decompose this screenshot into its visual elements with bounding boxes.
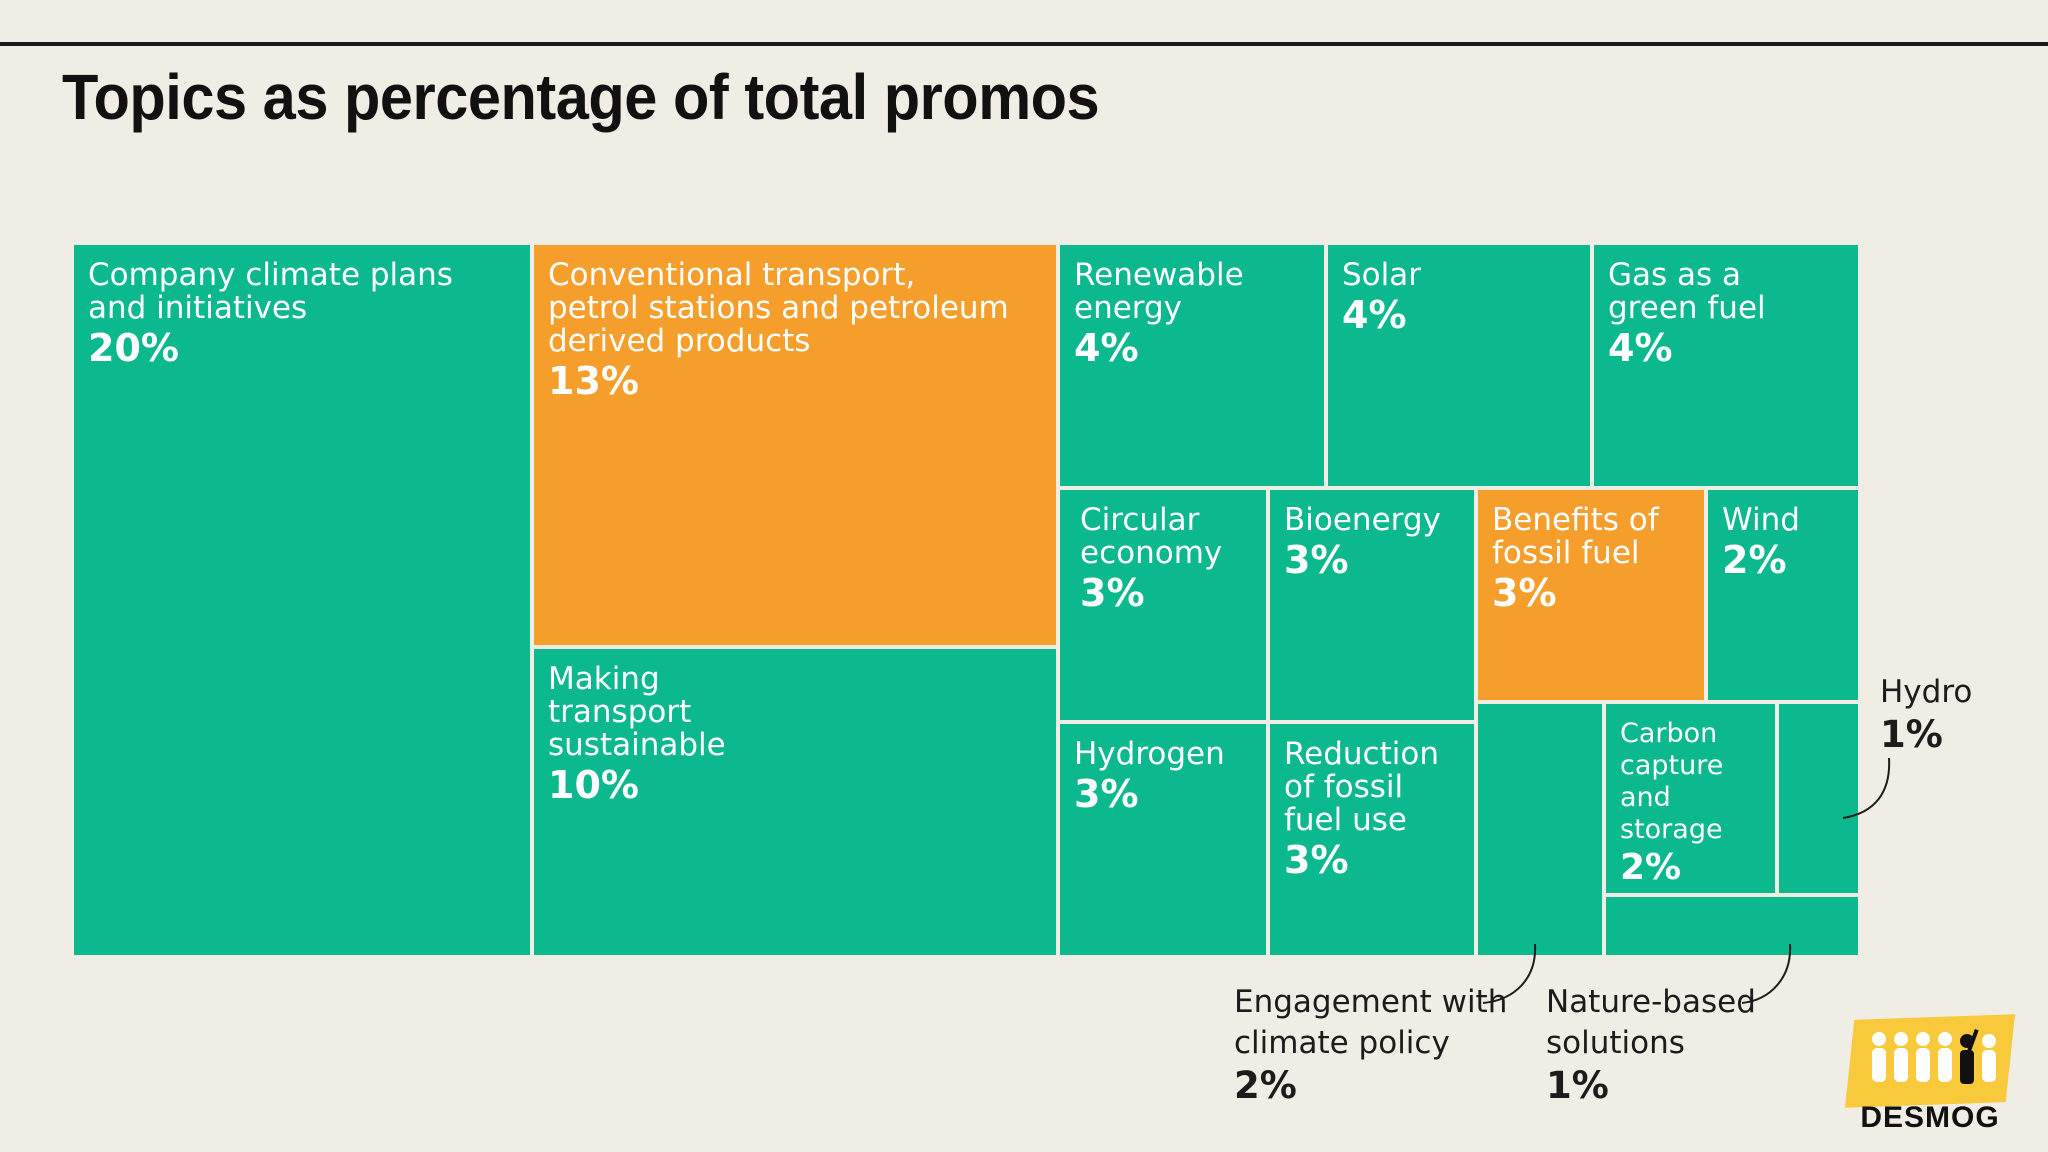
cell-label-text: Circular economy xyxy=(1080,502,1223,571)
callout-value: 1% xyxy=(1546,1064,1609,1107)
treemap-cell-renewable-energy: Renewable energy 4% xyxy=(1058,243,1326,488)
cell-label-text: Reduction of fossil fuel use xyxy=(1284,736,1439,838)
cell-label: Gas as a green fuel 4% xyxy=(1608,259,1848,371)
callout-label: Nature-based solutions xyxy=(1546,984,1756,1061)
chart-title: Topics as percentage of total promos xyxy=(62,61,1100,133)
cell-value: 3% xyxy=(1080,571,1145,615)
cell-label: Wind 2% xyxy=(1722,504,1848,583)
callout-value: 2% xyxy=(1234,1064,1297,1107)
cell-value: 2% xyxy=(1620,847,1682,888)
treemap-cell-hydro xyxy=(1777,702,1860,895)
treemap-cell-wind: Wind 2% xyxy=(1706,488,1860,702)
cell-label: Carbon capture and storage 2% xyxy=(1620,718,1765,890)
cell-value: 3% xyxy=(1074,772,1139,816)
treemap-cell-circular-economy: Circular economy 3% xyxy=(1058,488,1268,722)
treemap-cell-nature-based-solutions xyxy=(1604,895,1860,957)
cell-value: 4% xyxy=(1608,326,1673,370)
cell-label-text: Conventional transport, petrol stations a… xyxy=(548,257,1009,359)
cell-label-text: Solar xyxy=(1342,257,1421,293)
treemap-cell-hydrogen: Hydrogen 3% xyxy=(1058,722,1268,957)
cell-value: 20% xyxy=(88,326,179,370)
callout-engagement-with-climate-policy: Engagement with climate policy 2% xyxy=(1234,982,1507,1108)
cell-label-text: Gas as a green fuel xyxy=(1608,257,1766,326)
cell-label: Making transport sustainable 10% xyxy=(548,663,1046,808)
cell-value: 3% xyxy=(1284,538,1349,582)
treemap-cell-engagement-with-climate-policy xyxy=(1476,702,1604,957)
cell-label-text: Benefits of fossil fuel xyxy=(1492,502,1659,571)
callout-nature-based-solutions: Nature-based solutions 1% xyxy=(1546,982,1756,1108)
cell-label: Hydrogen 3% xyxy=(1074,738,1256,817)
cell-label-text: Carbon capture and storage xyxy=(1620,718,1724,845)
cell-label-text: Hydrogen xyxy=(1074,736,1225,772)
cell-label-text: Bioenergy xyxy=(1284,502,1441,538)
top-rule xyxy=(0,42,2048,46)
callout-label: Hydro xyxy=(1880,674,1973,710)
cell-label: Conventional transport, petrol stations a… xyxy=(548,259,1046,404)
treemap-cell-benefits-of-fossil-fuel: Benefits of fossil fuel 3% xyxy=(1476,488,1706,702)
cell-label-text: Making transport sustainable xyxy=(548,661,726,763)
treemap-cell-solar: Solar 4% xyxy=(1326,243,1592,488)
treemap-cell-conventional-transport-petrol-stations-and-petroleum-derived-products: Conventional transport, petrol stations a… xyxy=(532,243,1058,647)
callout-value: 1% xyxy=(1880,713,1943,756)
cell-value: 3% xyxy=(1492,571,1557,615)
cell-value: 10% xyxy=(548,763,639,807)
callout-hydro: Hydro 1% xyxy=(1880,672,1972,757)
cell-label: Renewable energy 4% xyxy=(1074,259,1314,371)
cell-value: 4% xyxy=(1074,326,1139,370)
cell-label: Solar 4% xyxy=(1342,259,1580,338)
treemap-cell-making-transport-sustainable: Making transport sustainable 10% xyxy=(532,647,1058,957)
cell-value: 2% xyxy=(1722,538,1787,582)
cell-value: 3% xyxy=(1284,838,1349,882)
cell-label-text: Company climate plans and initiatives xyxy=(88,257,453,326)
people-icon xyxy=(1872,1029,1996,1084)
treemap-cell-gas-as-a-green-fuel: Gas as a green fuel 4% xyxy=(1592,243,1860,488)
treemap-cell-company-climate-plans-and-initiatives: Company climate plans and initiatives 20% xyxy=(72,243,532,957)
treemap-cell-bioenergy: Bioenergy 3% xyxy=(1268,488,1476,722)
cell-label-text: Renewable energy xyxy=(1074,257,1244,326)
cell-value: 4% xyxy=(1342,293,1407,337)
cell-label: Benefits of fossil fuel 3% xyxy=(1492,504,1694,616)
callout-label: Engagement with climate policy xyxy=(1234,984,1508,1061)
cell-label: Company climate plans and initiatives 20% xyxy=(88,259,520,371)
logo-wordmark: DESMOG xyxy=(1860,1101,2000,1134)
cell-label-text: Wind xyxy=(1722,502,1800,538)
cell-label: Bioenergy 3% xyxy=(1284,504,1464,583)
cell-label: Circular economy 3% xyxy=(1080,504,1256,616)
cell-label: Reduction of fossil fuel use 3% xyxy=(1284,738,1464,883)
cell-value: 13% xyxy=(548,359,639,403)
treemap-cell-carbon-capture-and-storage: Carbon capture and storage 2% xyxy=(1604,702,1777,895)
treemap-cell-reduction-of-fossil-fuel-use: Reduction of fossil fuel use 3% xyxy=(1268,722,1476,957)
desmog-logo: DESMOG xyxy=(1845,1014,2015,1135)
